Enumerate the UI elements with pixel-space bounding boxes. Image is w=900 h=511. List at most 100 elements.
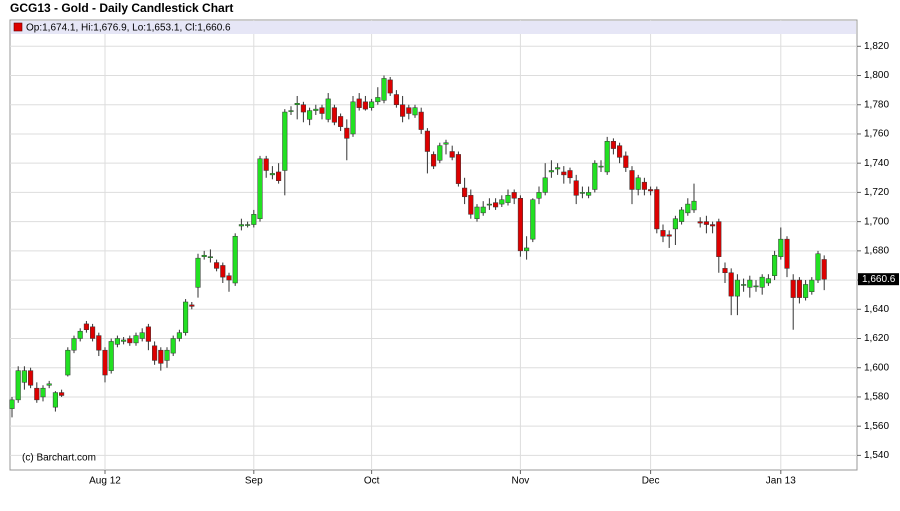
candle-body [685, 203, 691, 214]
candle-body [189, 304, 195, 307]
candle-body [90, 326, 96, 339]
candle-body [759, 276, 765, 288]
candle-body [152, 345, 158, 361]
candle-body [300, 104, 306, 113]
candle-body [133, 335, 139, 344]
candle-body [517, 197, 523, 252]
candle-body [809, 279, 815, 293]
candle-body [127, 338, 133, 344]
plot-area [9, 19, 858, 471]
candle-body [214, 262, 220, 269]
candle-body [821, 259, 827, 280]
candle-body [15, 370, 21, 401]
candle-body [648, 189, 654, 192]
legend-icon [13, 22, 23, 32]
candle-body [691, 200, 697, 211]
candle-body [238, 224, 244, 227]
candle-body [437, 145, 443, 161]
candle-body [641, 181, 647, 190]
candle-body [741, 284, 747, 286]
candle-body [21, 370, 27, 383]
candle-body [747, 279, 753, 288]
x-tick-label: Aug 12 [89, 476, 121, 487]
candle-body [257, 158, 263, 219]
candle-body [201, 254, 207, 257]
candle-body [474, 206, 480, 219]
candle-body [703, 221, 709, 225]
last-price-label: 1,660.6 [862, 274, 896, 285]
candle-body [46, 383, 52, 386]
candle-body [493, 202, 499, 208]
candle-body [108, 341, 114, 371]
candle-body [406, 107, 412, 114]
candle-body [697, 221, 703, 224]
candle-body [369, 101, 375, 108]
candle-body [772, 254, 778, 276]
copyright: (c) Barchart.com [22, 453, 96, 464]
candle-body [294, 103, 300, 105]
candle-body [307, 110, 313, 120]
candle-body [443, 142, 449, 145]
candle-body [555, 167, 561, 170]
x-tick-label: Nov [512, 476, 530, 487]
candle-body [734, 279, 740, 297]
candle-body [282, 111, 288, 171]
candle-body [251, 214, 257, 225]
candle-body [28, 370, 34, 386]
candle-body [679, 209, 685, 222]
candle-body [424, 130, 430, 152]
candle-body [77, 330, 83, 339]
candle-body [158, 349, 164, 364]
candle-body [102, 349, 108, 376]
candle-body [83, 323, 89, 330]
candle-body [623, 155, 629, 168]
candle-body [796, 279, 802, 298]
y-tick-label: 1,700 [864, 216, 889, 227]
candle-body [263, 158, 269, 171]
candle-body [431, 154, 437, 167]
candle-body [753, 285, 759, 288]
candle-body [815, 253, 821, 281]
axes: 1,5401,5601,5801,6001,6201,6401,6601,680… [89, 41, 899, 487]
x-tick-label: Jan 13 [766, 476, 796, 487]
candle-body [468, 195, 474, 215]
candle-body [524, 247, 530, 252]
candle-body [530, 199, 536, 240]
candle-body [387, 79, 393, 94]
candle-body [313, 108, 319, 111]
candle-body [728, 272, 734, 297]
candle-body [245, 224, 251, 226]
candle-body [604, 141, 610, 173]
candle-body [331, 107, 337, 123]
y-tick-label: 1,600 [864, 362, 889, 373]
y-tick-label: 1,800 [864, 70, 889, 81]
candle-body [195, 257, 201, 288]
y-tick-label: 1,820 [864, 41, 889, 52]
candle-body [145, 326, 151, 342]
candle-body [598, 165, 604, 168]
candle-body [207, 256, 213, 258]
candle-body [629, 170, 635, 190]
y-tick-label: 1,540 [864, 450, 889, 461]
candle-body [9, 399, 15, 409]
candle-body [164, 349, 170, 361]
candle-body [350, 101, 356, 135]
candle-body [71, 338, 77, 351]
candle-body [96, 335, 102, 351]
candle-body [505, 195, 511, 203]
y-tick-label: 1,560 [864, 421, 889, 432]
candle-body [325, 98, 331, 120]
candle-body [579, 192, 585, 194]
candle-body [381, 78, 387, 101]
candle-body [400, 104, 406, 117]
candles [9, 75, 827, 418]
candle-body [511, 192, 517, 199]
candle-body [269, 173, 275, 176]
candle-body [561, 171, 567, 176]
candle-body [499, 199, 505, 205]
candle-body [393, 94, 399, 105]
y-tick-label: 1,620 [864, 333, 889, 344]
candle-body [114, 338, 120, 345]
candle-body [183, 301, 189, 333]
